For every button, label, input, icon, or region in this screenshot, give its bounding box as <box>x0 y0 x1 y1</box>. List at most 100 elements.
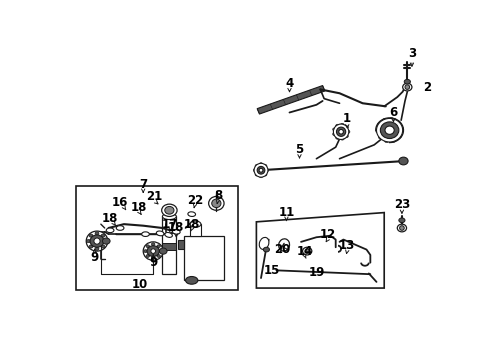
Ellipse shape <box>340 137 344 140</box>
Polygon shape <box>257 86 324 114</box>
Ellipse shape <box>164 233 172 237</box>
Ellipse shape <box>377 123 381 127</box>
Ellipse shape <box>172 230 180 234</box>
Ellipse shape <box>265 169 268 172</box>
Ellipse shape <box>344 126 347 129</box>
Ellipse shape <box>333 124 348 139</box>
Text: 18: 18 <box>102 212 118 225</box>
Ellipse shape <box>157 255 160 257</box>
Text: 18: 18 <box>131 201 147 214</box>
Ellipse shape <box>156 231 163 236</box>
Ellipse shape <box>375 129 380 133</box>
Ellipse shape <box>259 237 268 249</box>
Text: 8: 8 <box>213 189 222 202</box>
Ellipse shape <box>378 135 382 139</box>
Text: 18: 18 <box>168 221 184 234</box>
Ellipse shape <box>101 245 105 248</box>
Text: 21: 21 <box>146 190 163 203</box>
Ellipse shape <box>404 85 409 89</box>
Ellipse shape <box>402 83 411 91</box>
Ellipse shape <box>162 213 176 220</box>
Text: 16: 16 <box>112 196 128 209</box>
Ellipse shape <box>159 248 167 254</box>
Ellipse shape <box>143 250 147 252</box>
Ellipse shape <box>86 231 107 251</box>
Ellipse shape <box>305 249 309 253</box>
Ellipse shape <box>146 245 149 248</box>
Ellipse shape <box>335 124 339 127</box>
Ellipse shape <box>388 118 393 122</box>
Ellipse shape <box>162 204 177 216</box>
Text: 15: 15 <box>263 264 280 277</box>
Ellipse shape <box>346 130 349 133</box>
Ellipse shape <box>340 123 344 126</box>
Ellipse shape <box>255 165 258 167</box>
Ellipse shape <box>94 238 100 244</box>
Ellipse shape <box>190 221 201 227</box>
Ellipse shape <box>253 169 256 172</box>
Ellipse shape <box>164 206 174 214</box>
Ellipse shape <box>396 135 401 138</box>
Ellipse shape <box>95 247 99 250</box>
Ellipse shape <box>259 168 263 172</box>
Ellipse shape <box>398 157 407 165</box>
Ellipse shape <box>208 197 224 210</box>
Ellipse shape <box>380 122 398 139</box>
Ellipse shape <box>336 127 345 136</box>
Ellipse shape <box>255 173 258 176</box>
Text: 20: 20 <box>273 243 289 256</box>
Ellipse shape <box>86 239 90 243</box>
Text: 11: 11 <box>278 206 294 219</box>
Ellipse shape <box>376 118 402 142</box>
Ellipse shape <box>384 139 388 143</box>
Text: 19: 19 <box>307 266 324 279</box>
Ellipse shape <box>404 80 409 84</box>
Text: 6: 6 <box>388 106 397 119</box>
Ellipse shape <box>151 257 155 260</box>
Bar <box>162 216 176 274</box>
Bar <box>162 243 176 249</box>
Ellipse shape <box>338 130 343 134</box>
Ellipse shape <box>116 226 123 230</box>
Ellipse shape <box>106 228 114 233</box>
Ellipse shape <box>264 165 266 167</box>
Text: 9: 9 <box>90 251 99 264</box>
Bar <box>190 224 201 236</box>
Ellipse shape <box>185 276 198 284</box>
Ellipse shape <box>102 238 110 244</box>
Ellipse shape <box>395 121 399 125</box>
Ellipse shape <box>332 128 336 131</box>
Text: 4: 4 <box>285 77 293 90</box>
Ellipse shape <box>159 250 163 252</box>
Ellipse shape <box>335 136 339 139</box>
Ellipse shape <box>151 249 155 253</box>
Ellipse shape <box>187 212 195 216</box>
Ellipse shape <box>89 245 93 248</box>
Text: 3: 3 <box>407 48 415 60</box>
Text: 10: 10 <box>131 279 147 292</box>
Ellipse shape <box>142 232 149 237</box>
Text: 18: 18 <box>183 218 200 231</box>
Ellipse shape <box>390 138 395 142</box>
Ellipse shape <box>257 166 264 174</box>
Ellipse shape <box>398 218 404 222</box>
Ellipse shape <box>103 239 107 243</box>
Ellipse shape <box>398 128 403 132</box>
Ellipse shape <box>95 232 99 235</box>
Ellipse shape <box>332 132 336 136</box>
Ellipse shape <box>396 224 406 232</box>
Ellipse shape <box>344 135 347 138</box>
Ellipse shape <box>147 246 159 256</box>
Ellipse shape <box>143 242 163 260</box>
Ellipse shape <box>384 126 393 134</box>
Ellipse shape <box>101 234 105 237</box>
Ellipse shape <box>382 118 386 122</box>
Ellipse shape <box>263 247 269 252</box>
Text: 17: 17 <box>162 218 178 231</box>
Polygon shape <box>256 213 384 288</box>
Ellipse shape <box>90 235 104 247</box>
Text: 7: 7 <box>139 177 147 190</box>
Text: 5: 5 <box>295 143 303 156</box>
Ellipse shape <box>146 255 149 257</box>
Ellipse shape <box>278 239 289 251</box>
